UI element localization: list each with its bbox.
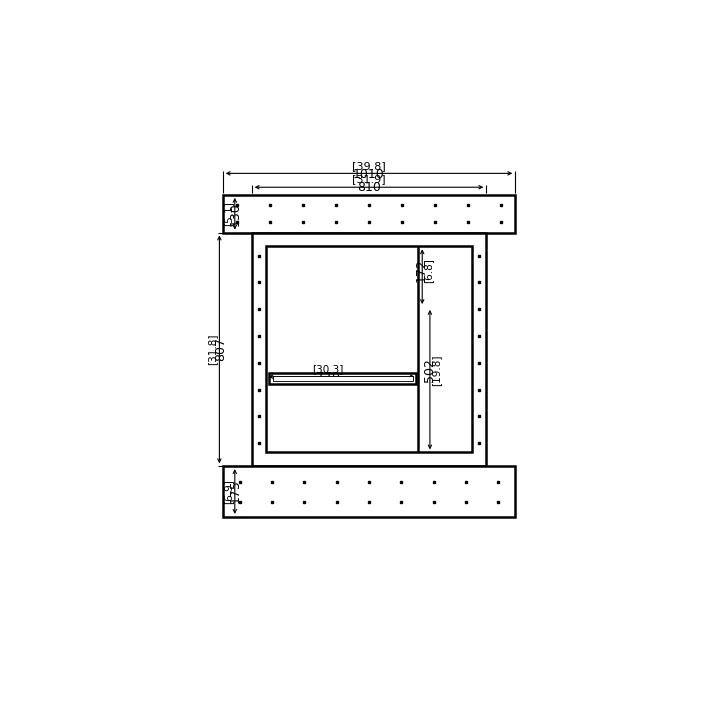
Text: 172: 172 xyxy=(415,258,428,282)
Text: [5.1]: [5.1] xyxy=(223,202,233,226)
Bar xyxy=(266,246,472,452)
Text: [19.8]: [19.8] xyxy=(431,355,441,386)
Bar xyxy=(252,233,486,467)
Text: [6.8]: [6.8] xyxy=(423,258,433,283)
Bar xyxy=(273,376,413,381)
Bar xyxy=(222,467,516,517)
Text: 1010: 1010 xyxy=(353,168,385,181)
Text: [6.9]: [6.9] xyxy=(223,479,233,504)
Text: 130: 130 xyxy=(229,202,242,225)
Text: 810: 810 xyxy=(357,181,381,194)
Text: 770: 770 xyxy=(316,371,340,384)
Text: 175: 175 xyxy=(229,480,242,503)
Bar xyxy=(222,195,516,233)
Text: [31.8]: [31.8] xyxy=(207,333,217,365)
Text: [39.8]: [39.8] xyxy=(352,161,386,171)
Text: [31.9]: [31.9] xyxy=(352,174,386,184)
Bar xyxy=(269,373,416,384)
Text: [30.3]: [30.3] xyxy=(312,364,343,374)
Text: 807: 807 xyxy=(214,338,227,361)
Text: 502: 502 xyxy=(423,359,436,382)
